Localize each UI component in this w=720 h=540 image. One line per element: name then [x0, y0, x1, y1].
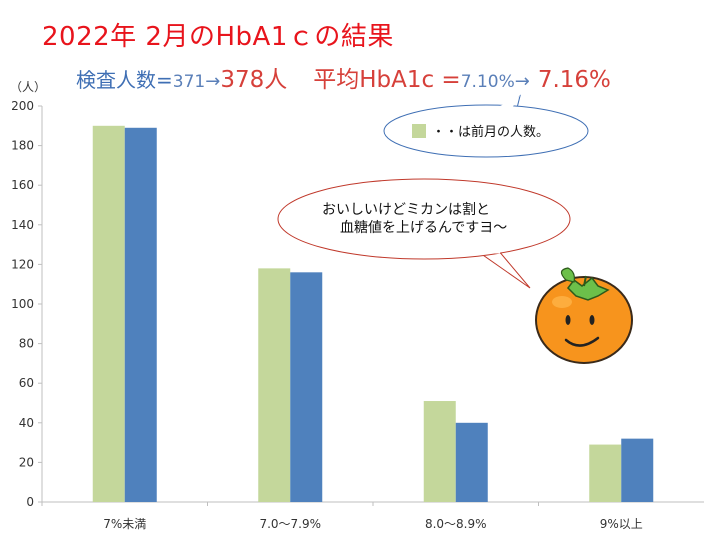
y-tick-label: 60	[19, 376, 34, 390]
y-tick-label: 180	[11, 139, 34, 153]
y-tick-label: 200	[11, 99, 34, 113]
summary-line: 検査人数=371→378人 平均HbA1c =7.10%→ 7.16%	[76, 60, 611, 94]
mikan-character-illustration	[535, 267, 633, 364]
category-label: 9%以上	[600, 517, 643, 531]
bar-prev-month	[423, 401, 456, 502]
bar-prev-month	[92, 125, 125, 503]
category-labels: 7%未満 7.0〜7.9% 8.0〜8.9% 9%以上	[103, 517, 643, 531]
bar-current-month	[290, 272, 323, 502]
prev-avg-hba1c: 7.10%	[460, 72, 515, 92]
arrow-people: →	[205, 71, 221, 92]
y-tick-label: 20	[19, 455, 34, 469]
bar-prev-month	[258, 268, 291, 502]
y-tick-label: 140	[11, 218, 34, 232]
legend-note-text: ・・は前月の人数。	[432, 124, 549, 140]
avg-hba1c-label: 平均HbA1c =	[313, 67, 461, 93]
bar-current-month	[124, 127, 157, 502]
curr-people-count: 378人	[220, 67, 288, 93]
chart-title: 2022年 2月のHbA1ｃの結果	[42, 22, 394, 52]
bar-prev-month	[589, 444, 622, 502]
category-label: 7.0〜7.9%	[259, 517, 321, 531]
bar-current-month	[455, 422, 488, 502]
arrow-avg: →	[514, 71, 530, 92]
y-tick-label: 100	[11, 297, 34, 311]
people-count-label: 検査人数=	[76, 68, 173, 92]
curr-avg-hba1c: 7.16%	[537, 67, 611, 93]
y-tick-label: 40	[19, 416, 34, 430]
prev-month-legend-swatch	[412, 124, 426, 138]
category-label: 8.0〜8.9%	[425, 517, 487, 531]
legend-note-callout: ・・は前月の人数。	[383, 94, 589, 158]
chart-bars	[92, 125, 654, 503]
y-tick-label: 0	[26, 495, 34, 509]
speech-line-1: おいしいけどミカンは割と	[322, 201, 490, 218]
mikan-speech-bubble: おいしいけどミカンは割と 血糖値を上げるんですヨ〜	[277, 178, 571, 289]
y-axis-unit-label: （人）	[10, 80, 47, 94]
y-tick-label: 80	[19, 337, 34, 351]
category-label: 7%未満	[103, 517, 146, 531]
speech-line-2: 血糖値を上げるんですヨ〜	[340, 220, 507, 236]
y-tick-label: 120	[11, 257, 34, 271]
y-tick-label: 160	[11, 178, 34, 192]
prev-people-count: 371	[172, 72, 206, 92]
bar-current-month	[621, 438, 654, 502]
